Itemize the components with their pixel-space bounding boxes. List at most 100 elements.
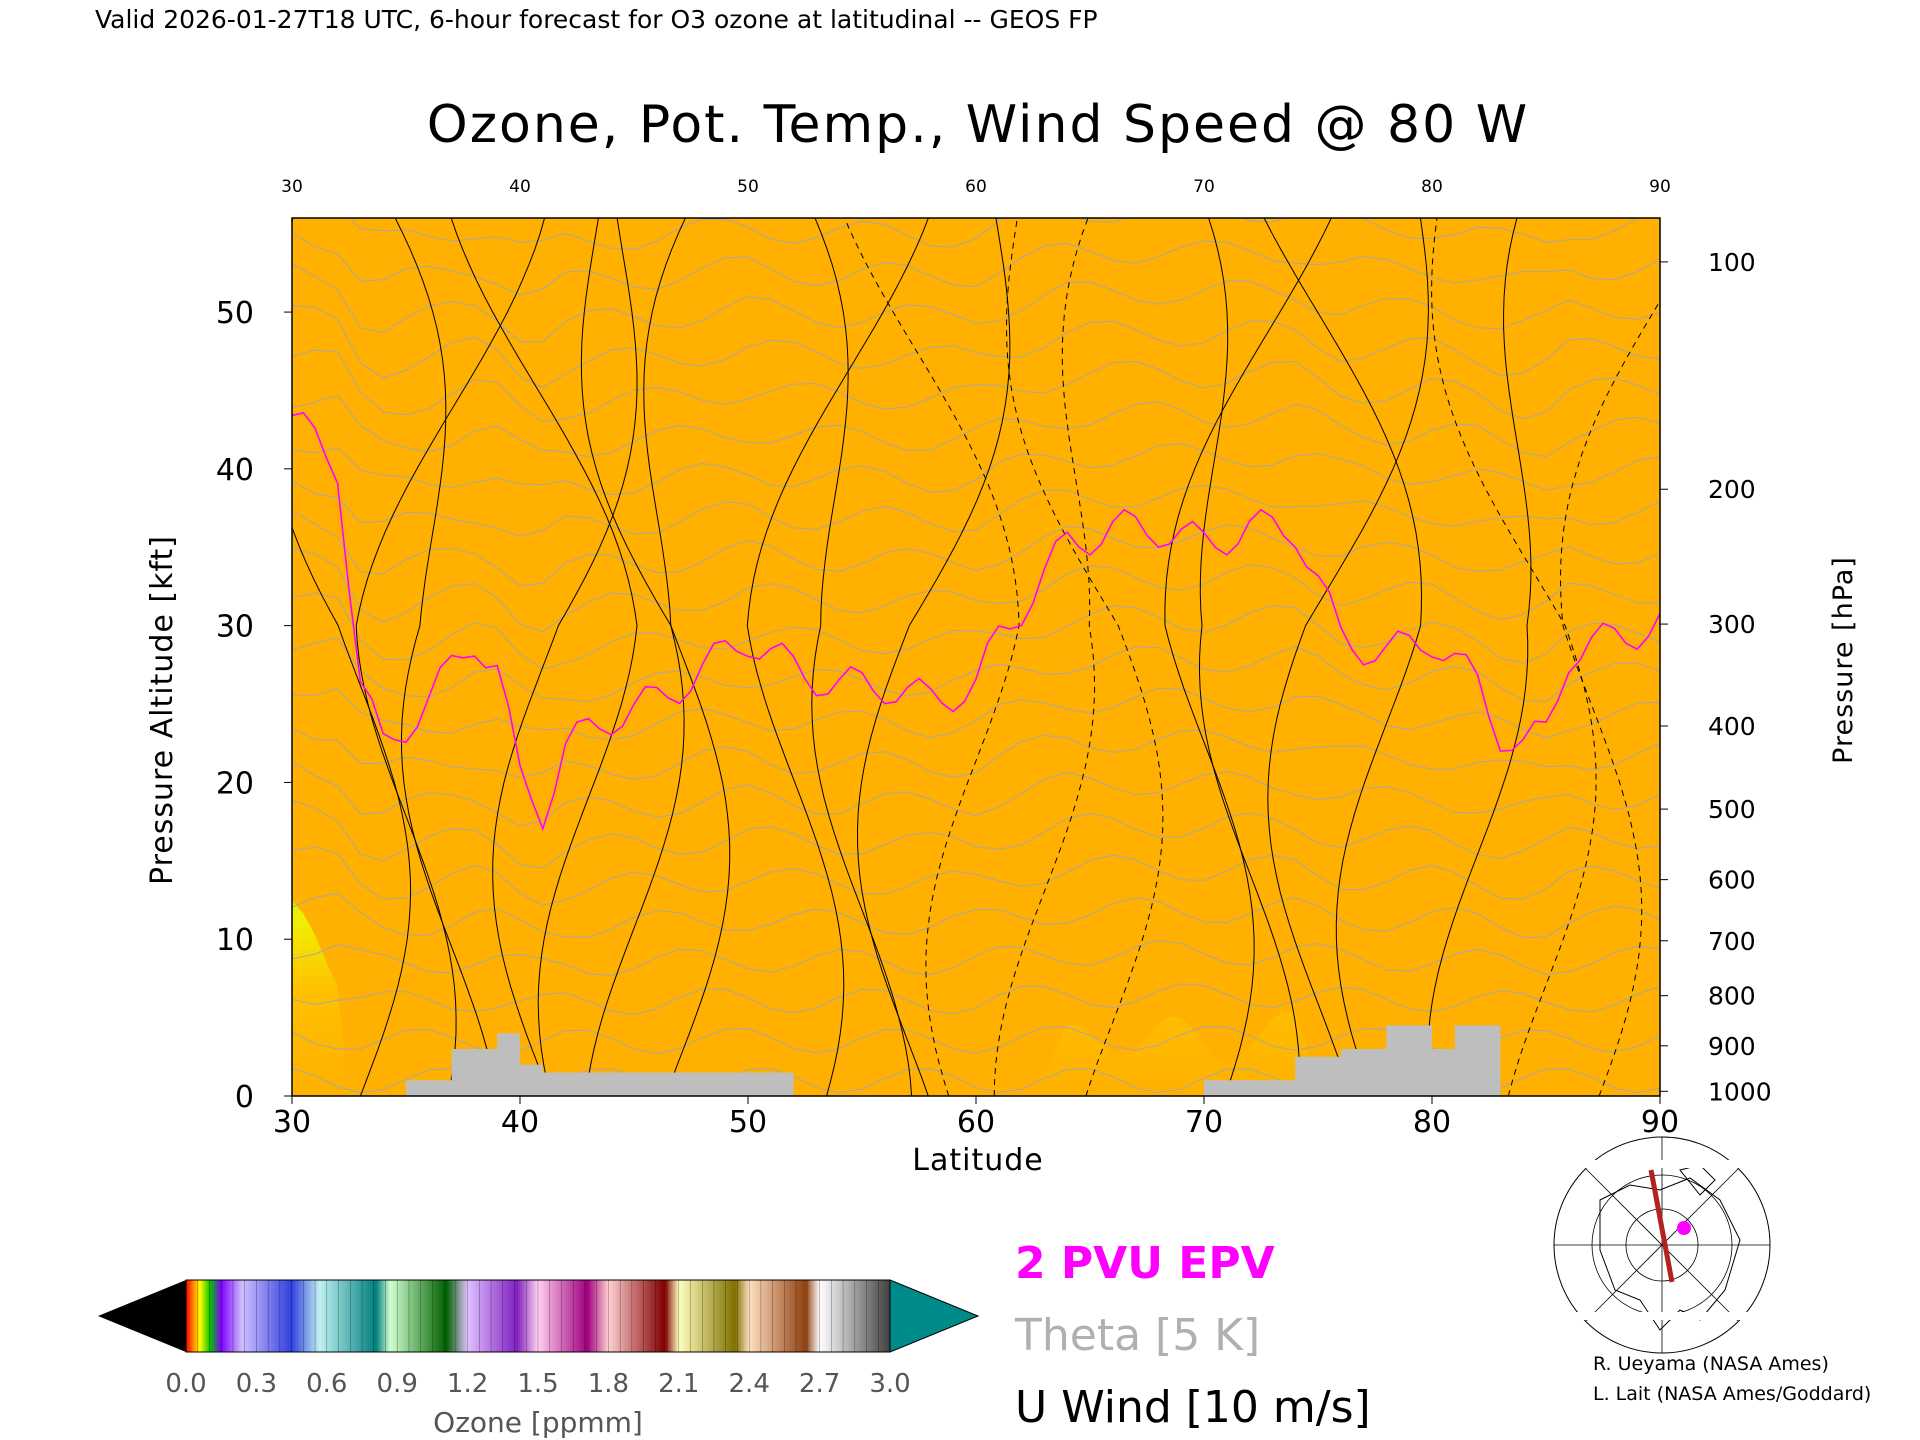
u-wind-contour [856, 218, 1011, 1096]
colorbar-tick-label: 2.7 [799, 1369, 840, 1399]
credit-line-1: R. Ueyama (NASA Ames) [1593, 1353, 1829, 1375]
x-top-tick-label: 50 [737, 177, 759, 197]
u-wind-contour [492, 218, 638, 1096]
pressure-tick-label: 900 [1708, 1032, 1756, 1061]
y-axis-label: Pressure Altitude [kft] [145, 535, 180, 885]
u-wind-contour [450, 218, 638, 1096]
pressure-tick-label: 800 [1708, 982, 1756, 1011]
theta-contour [292, 394, 1660, 458]
u-wind-contour [1005, 218, 1164, 1096]
pressure-tick-label: 1000 [1708, 1077, 1772, 1106]
epv-2pvu-contour [292, 411, 1660, 832]
pressure-tick-label: 100 [1708, 248, 1756, 277]
theta-contour [292, 687, 1660, 741]
theta-contour [292, 939, 1660, 977]
colorbar-tick-label: 1.2 [447, 1369, 488, 1399]
theta-contour [292, 846, 1660, 906]
theta-contour [292, 592, 1660, 670]
theta-contour [292, 510, 1660, 587]
y-axis-left: 0 10 20 30 40 50 [216, 296, 292, 1115]
colorbar-low-arrow [98, 1280, 186, 1352]
x-top-tick-label: 80 [1421, 177, 1443, 197]
theta-contour [292, 304, 1660, 388]
x-top-tick-label: 30 [281, 177, 303, 197]
pressure-tick-label: 500 [1708, 795, 1756, 824]
u-wind-contour [1164, 218, 1332, 1096]
plot-area [292, 218, 1660, 1096]
theta-contour [292, 892, 1660, 939]
theta-contour [348, 218, 1642, 250]
theta-contour [292, 637, 1660, 703]
colorbar-tick-label: 2.4 [729, 1369, 770, 1399]
terrain-mask [406, 1025, 1501, 1096]
x-tick-label: 90 [1641, 1105, 1679, 1140]
colorbar-tick-label: 3.0 [869, 1369, 910, 1399]
y-tick-label: 10 [216, 923, 254, 958]
colorbar-tick-label: 0.3 [236, 1369, 277, 1399]
pressure-tick-label: 700 [1708, 927, 1756, 956]
theta-contour [292, 799, 1660, 869]
u-wind-contour [1267, 218, 1429, 1096]
y2-axis-label: Pressure [hPa] [1828, 556, 1859, 764]
map-marker [1677, 1221, 1691, 1235]
x-axis-top: 30 40 50 60 70 80 90 [281, 177, 1671, 197]
y-tick-label: 0 [235, 1080, 254, 1115]
u-wind-contour [585, 218, 686, 1096]
colorbar-high-arrow [889, 1279, 980, 1353]
theta-contour [292, 442, 1660, 496]
theta-contour [292, 349, 1660, 423]
colorbar-label: Ozone [ppmm] [433, 1406, 643, 1439]
x-tick-label: 80 [1413, 1105, 1451, 1140]
u-wind-contour [811, 218, 913, 1096]
pressure-tick-label: 200 [1708, 475, 1756, 504]
locator-map [1553, 1136, 1771, 1354]
pressure-tick-label: 600 [1708, 866, 1756, 895]
y-tick-label: 50 [216, 296, 254, 331]
colorbar-tick-label: 0.0 [165, 1369, 206, 1399]
credit-line-2: L. Lait (NASA Ames/Goddard) [1593, 1383, 1871, 1405]
u-wind-contour [1431, 218, 1597, 1096]
legend-epv: 2 PVU EPV [1015, 1238, 1275, 1289]
ozone-band [292, 218, 1660, 1096]
legend-theta: Theta [5 K] [1014, 1310, 1260, 1361]
colorbar-tick-label: 0.9 [377, 1369, 418, 1399]
theta-contour [292, 728, 1660, 780]
theta-contour [292, 232, 1660, 296]
y-tick-label: 40 [216, 453, 254, 488]
x-tick-label: 70 [1185, 1105, 1223, 1140]
x-top-tick-label: 70 [1193, 177, 1215, 197]
x-tick-label: 60 [957, 1105, 995, 1140]
theta-contour [292, 548, 1660, 633]
u-wind-contour [1426, 218, 1532, 1096]
u-wind-contour [292, 218, 412, 1096]
x-tick-label: 30 [273, 1105, 311, 1140]
u-wind-contour [355, 218, 546, 1096]
u-wind-contour [580, 218, 731, 1096]
theta-contour [292, 761, 1660, 827]
theta-contour [292, 480, 1660, 537]
pressure-tick-label: 300 [1708, 610, 1756, 639]
u-wind-contour [1198, 218, 1301, 1096]
colorbar-tick-label: 0.6 [306, 1369, 347, 1399]
ozone-colorbar: 0.0 0.3 0.6 0.9 1.2 1.5 1.8 2.1 2.4 2.7 3.0 Ozone … [98, 1279, 980, 1439]
u-wind-contours [292, 218, 1660, 1096]
y-tick-label: 20 [216, 766, 254, 801]
x-tick-label: 50 [729, 1105, 767, 1140]
cross-section-line [1648, 1169, 1675, 1283]
y-axis-right-pressure: 100 200 300 400 500 600 700 800 900 1000 [1660, 248, 1772, 1106]
theta-contour [292, 983, 1660, 1016]
u-wind-contour [1263, 218, 1423, 1096]
u-wind-contour [1559, 300, 1660, 1096]
colorbar-tick-label: 2.1 [658, 1369, 699, 1399]
legend: 2 PVU EPV Theta [5 K] U Wind [10 m/s] [1014, 1238, 1371, 1433]
colorbar-tick-label: 1.8 [588, 1369, 629, 1399]
colorbar-tick-label: 1.5 [517, 1369, 558, 1399]
x-axis-bottom: 30 40 50 60 70 80 90 [273, 1096, 1679, 1140]
x-top-tick-label: 40 [509, 177, 531, 197]
u-wind-contour [993, 218, 1096, 1096]
legend-uwind: U Wind [10 m/s] [1015, 1382, 1371, 1433]
x-tick-label: 40 [501, 1105, 539, 1140]
valid-time-line: Valid 2026-01-27T18 UTC, 6-hour forecast… [95, 5, 1098, 34]
pressure-tick-label: 400 [1708, 712, 1756, 741]
x-axis-label: Latitude [912, 1143, 1043, 1178]
